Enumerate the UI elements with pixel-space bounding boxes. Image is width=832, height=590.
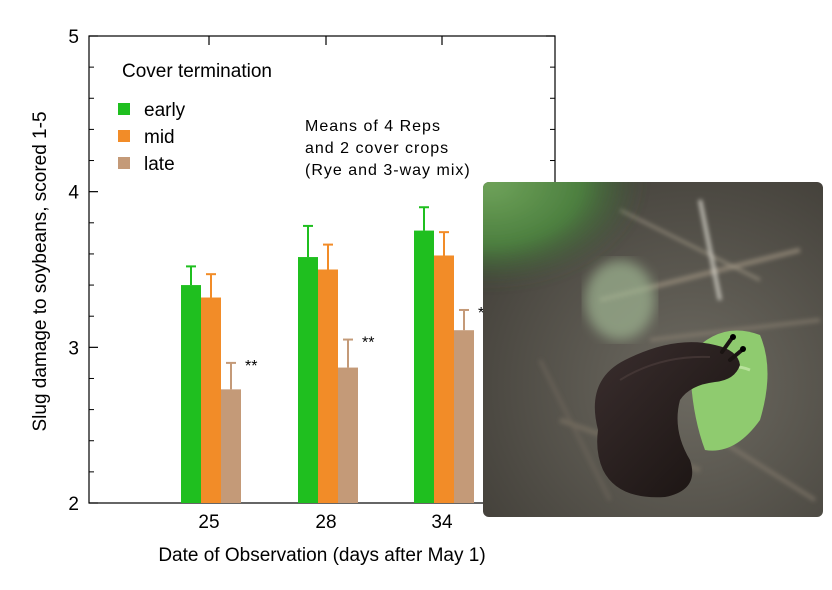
annotation-line-2: and 2 cover crops bbox=[305, 140, 449, 157]
slug-photo-icon bbox=[483, 182, 823, 517]
bar-late bbox=[221, 389, 241, 503]
y-tick-label: 3 bbox=[68, 338, 79, 359]
x-tick-label: 34 bbox=[431, 512, 453, 533]
bar-early bbox=[298, 257, 318, 503]
bar-early bbox=[414, 230, 434, 504]
x-tick-label: 28 bbox=[315, 512, 336, 533]
bar-late bbox=[338, 367, 358, 503]
legend-label-early: early bbox=[144, 100, 186, 121]
legend-label-late: late bbox=[144, 154, 175, 175]
legend-swatch-early bbox=[118, 103, 130, 115]
legend-swatch-mid bbox=[118, 130, 130, 142]
legend: Cover termination early mid late bbox=[118, 61, 272, 175]
significance-mark: ** bbox=[362, 335, 374, 352]
annotation-line-3: (Rye and 3-way mix) bbox=[305, 162, 471, 179]
bar-early bbox=[181, 285, 201, 503]
bar-mid bbox=[318, 269, 338, 503]
y-tick-label: 4 bbox=[68, 183, 79, 204]
legend-swatch-late bbox=[118, 157, 130, 169]
significance-mark: ** bbox=[245, 358, 257, 375]
bar-mid bbox=[201, 297, 221, 503]
x-axis-label: Date of Observation (days after May 1) bbox=[158, 545, 485, 566]
annotation-line-1: Means of 4 Reps bbox=[305, 118, 441, 135]
legend-title: Cover termination bbox=[122, 61, 272, 82]
y-tick-label: 5 bbox=[68, 27, 79, 48]
means-annotation: Means of 4 Reps and 2 cover crops (Rye a… bbox=[305, 118, 471, 179]
bar-late bbox=[454, 330, 474, 503]
x-axis: 25 28 34 bbox=[198, 36, 453, 533]
bar-mid bbox=[434, 255, 454, 503]
bars bbox=[181, 206, 474, 504]
y-axis-label: Slug damage to soybeans, scored 1-5 bbox=[30, 111, 51, 431]
x-tick-label: 25 bbox=[198, 512, 219, 533]
significance-marks: ****** bbox=[245, 305, 490, 375]
legend-label-mid: mid bbox=[144, 127, 175, 148]
y-tick-label: 2 bbox=[68, 494, 79, 515]
